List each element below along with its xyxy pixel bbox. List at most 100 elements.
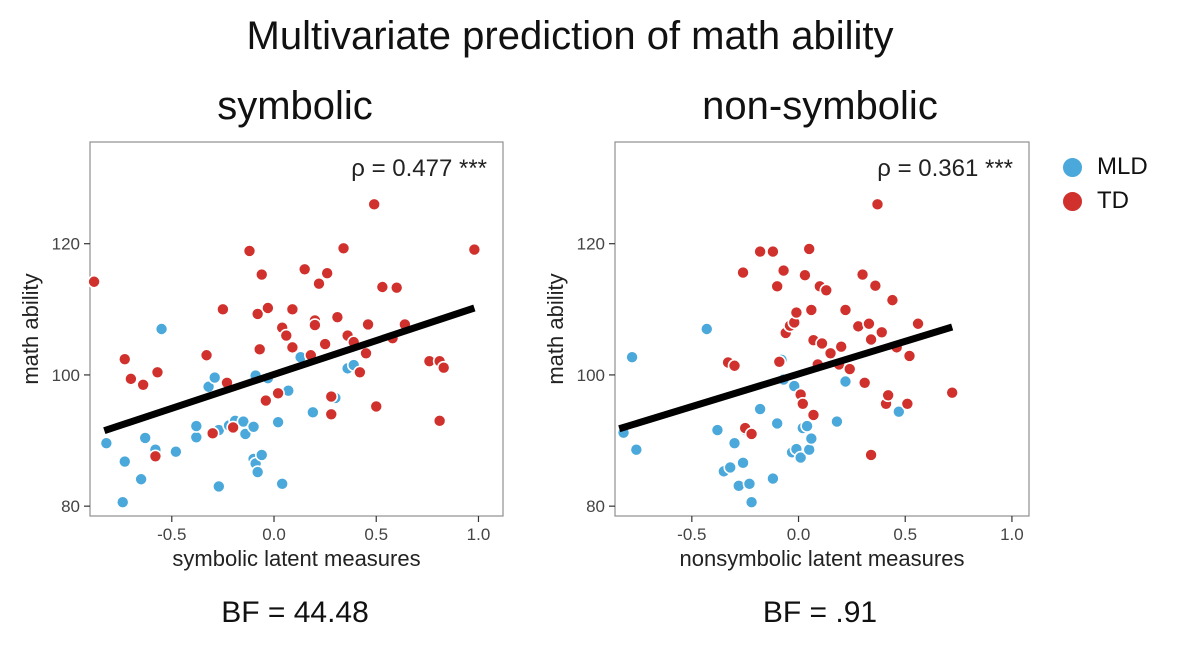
data-point-td xyxy=(855,267,870,282)
nonsymbolic-scatter-plot: -0.5 0.0 0.5 1.0 80 100 120 nonsymbolic latent … xyxy=(543,141,1030,571)
data-point-td xyxy=(389,280,404,295)
data-point-mld xyxy=(744,495,759,510)
x-tick-label: 0.5 xyxy=(364,525,388,544)
data-point-td xyxy=(467,242,482,257)
data-point-td xyxy=(744,427,759,441)
data-point-mld xyxy=(723,460,738,475)
data-point-td xyxy=(770,279,784,294)
data-point-td xyxy=(136,377,150,392)
main-title: Multivariate prediction of math ability xyxy=(246,14,894,58)
regression-line xyxy=(618,323,954,433)
data-point-mld xyxy=(115,495,130,510)
legend-swatch-td xyxy=(1062,190,1083,212)
data-point-td xyxy=(285,302,300,317)
data-point-td xyxy=(259,393,273,408)
data-point-td xyxy=(312,276,326,291)
data-point-td xyxy=(324,407,339,422)
data-point-td xyxy=(324,389,339,404)
data-point-mld xyxy=(250,465,265,479)
data-point-mld xyxy=(710,423,725,437)
x-tick-label: 1.0 xyxy=(1000,525,1024,544)
data-point-mld xyxy=(154,322,169,336)
data-point-mld xyxy=(246,419,261,434)
data-point-mld xyxy=(727,436,742,450)
data-point-mld xyxy=(830,414,844,429)
data-point-td xyxy=(369,399,384,414)
plot-frame xyxy=(614,141,1030,517)
data-point-mld xyxy=(169,444,183,459)
data-point-td xyxy=(819,283,834,298)
data-point-td xyxy=(199,348,214,363)
data-point-td xyxy=(842,362,857,376)
data-point-mld xyxy=(138,431,153,445)
data-point-mld xyxy=(271,415,285,429)
data-point-td xyxy=(205,426,220,441)
data-point-mld xyxy=(189,419,204,433)
data-point-td xyxy=(902,349,917,363)
symbolic-bayes-factor: BF = 44.48 xyxy=(221,596,369,629)
data-point-td xyxy=(823,346,838,361)
data-point-td xyxy=(795,396,810,411)
data-point-td xyxy=(885,293,900,307)
data-point-td xyxy=(806,408,821,422)
y-tick-label: 80 xyxy=(61,497,80,516)
data-point-td xyxy=(772,355,787,369)
y-axis-label: math ability xyxy=(543,273,568,384)
x-tick-label: 0.5 xyxy=(893,525,917,544)
data-point-td xyxy=(798,268,812,282)
data-point-td xyxy=(900,396,915,411)
data-point-td xyxy=(359,346,373,361)
data-point-mld xyxy=(189,430,204,445)
symbolic-panel-title: symbolic xyxy=(217,84,373,128)
legend-item-mld: MLD xyxy=(1062,150,1148,184)
data-point-td xyxy=(308,318,322,332)
data-point-td xyxy=(279,328,294,343)
data-point-mld xyxy=(99,436,114,450)
data-point-td xyxy=(375,280,390,294)
data-point-mld xyxy=(793,450,808,465)
data-point-td xyxy=(432,414,447,428)
y-tick-label: 120 xyxy=(52,235,80,254)
legend-label-mld: MLD xyxy=(1097,153,1148,180)
x-axis-label: symbolic latent measures xyxy=(172,546,420,571)
legend: MLD TD xyxy=(1062,150,1148,218)
data-point-td xyxy=(216,302,230,317)
data-point-mld xyxy=(753,402,767,416)
y-axis-label: math ability xyxy=(18,273,43,384)
data-point-td xyxy=(911,316,925,331)
data-point-mld xyxy=(207,370,222,385)
data-point-td xyxy=(874,325,889,340)
data-point-mld xyxy=(134,472,148,487)
x-tick-label: 1.0 xyxy=(467,525,491,544)
data-point-td xyxy=(124,372,138,386)
data-point-td xyxy=(838,303,853,317)
nonsymbolic-panel: non-symbolic -0.5 0.0 0.5 1.0 80 100 120 nonsym… xyxy=(540,84,1100,644)
data-point-td xyxy=(367,197,381,212)
data-point-td xyxy=(336,241,351,256)
x-tick-label: 0.0 xyxy=(787,525,811,544)
data-point-td xyxy=(776,263,791,278)
data-point-td xyxy=(297,262,312,277)
data-point-td xyxy=(252,342,267,357)
data-point-td xyxy=(789,305,804,320)
y-tick-label: 120 xyxy=(577,235,605,254)
data-point-mld xyxy=(306,405,320,420)
data-point-td xyxy=(353,365,367,380)
data-point-td xyxy=(834,339,849,354)
data-point-mld xyxy=(742,477,757,491)
data-point-td xyxy=(254,267,269,282)
legend-swatch-mld xyxy=(1062,156,1083,178)
x-tick-label: 0.0 xyxy=(262,525,286,544)
data-point-td xyxy=(226,420,240,435)
data-point-td xyxy=(242,244,257,258)
data-point-mld xyxy=(766,471,780,486)
data-point-td xyxy=(117,352,132,366)
symbolic-scatter-plot: -0.5 0.0 0.5 1.0 80 100 120 symbolic latent mea… xyxy=(18,141,504,571)
y-tick-label: 80 xyxy=(586,497,605,516)
data-point-td xyxy=(864,332,878,347)
data-point-td xyxy=(945,385,959,400)
data-point-td xyxy=(857,376,872,390)
data-point-td xyxy=(261,301,275,315)
y-tick-label: 100 xyxy=(52,366,80,385)
data-point-td xyxy=(802,242,816,256)
